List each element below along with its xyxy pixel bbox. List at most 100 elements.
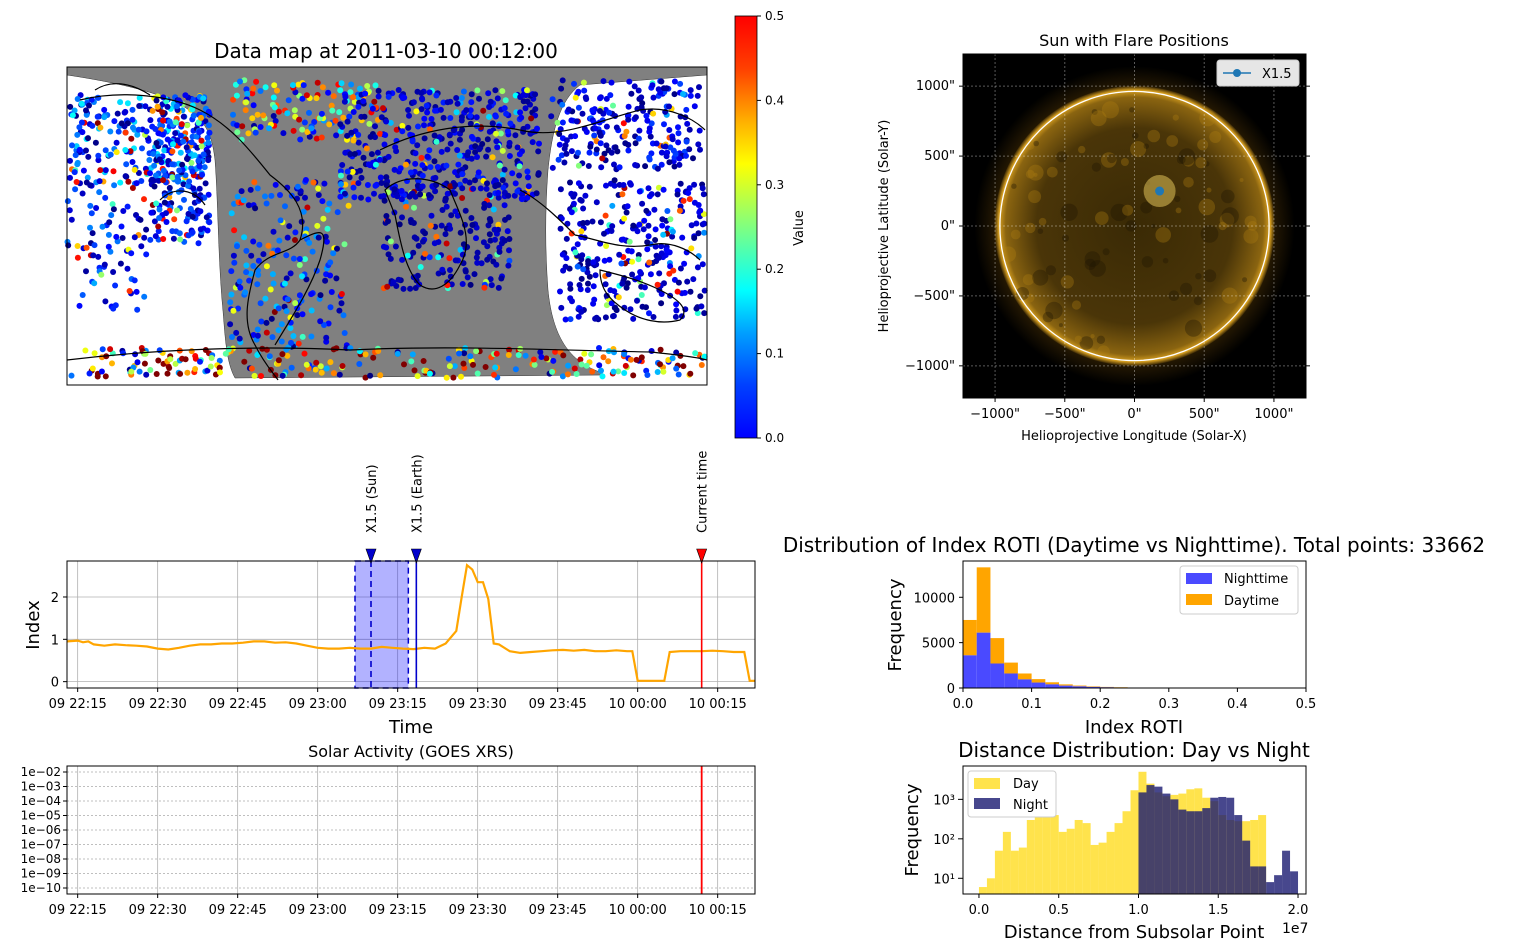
map-data-point bbox=[658, 78, 665, 85]
map-data-point bbox=[580, 220, 587, 226]
sun-surface-patch bbox=[1079, 336, 1094, 350]
map-data-point bbox=[608, 79, 615, 86]
map-data-point bbox=[147, 236, 154, 243]
map-data-point bbox=[610, 368, 617, 375]
map-data-point bbox=[342, 149, 349, 156]
map-data-point bbox=[464, 274, 471, 281]
map-data-point bbox=[284, 234, 291, 241]
map-data-point bbox=[249, 115, 256, 122]
map-data-point bbox=[197, 226, 204, 233]
map-data-point bbox=[184, 369, 191, 376]
map-data-point bbox=[178, 121, 185, 128]
map-data-point bbox=[602, 281, 609, 288]
map-data-point bbox=[338, 291, 345, 297]
map-data-point bbox=[95, 253, 102, 260]
map-data-point bbox=[299, 333, 306, 340]
index-y-tick-label: 1 bbox=[51, 633, 59, 648]
map-data-point bbox=[442, 197, 449, 204]
distance-hist-legend: Day Night bbox=[967, 770, 1057, 818]
map-data-point bbox=[347, 89, 354, 96]
map-data-point bbox=[254, 326, 261, 333]
map-data-point bbox=[286, 223, 293, 230]
map-data-point bbox=[478, 260, 485, 267]
map-data-point bbox=[499, 88, 506, 95]
map-data-point bbox=[250, 238, 257, 245]
map-data-point bbox=[205, 157, 212, 164]
distance-bar-night bbox=[1218, 796, 1227, 894]
roti-legend-swatch-day bbox=[1186, 594, 1212, 605]
map-data-point bbox=[271, 82, 278, 89]
map-data-point bbox=[411, 204, 417, 211]
map-data-point bbox=[690, 276, 697, 283]
map-data-point bbox=[372, 182, 379, 189]
map-data-point bbox=[443, 240, 450, 247]
map-data-point bbox=[701, 220, 708, 227]
map-data-point bbox=[143, 128, 150, 135]
map-data-point bbox=[415, 123, 421, 130]
map-data-point bbox=[680, 363, 687, 370]
map-data-point bbox=[654, 281, 661, 288]
map-data-point bbox=[377, 156, 383, 163]
map-data-point bbox=[492, 87, 499, 94]
map-data-point bbox=[322, 233, 329, 240]
map-data-point bbox=[658, 291, 665, 297]
roti-x-tick-label: 0.3 bbox=[1158, 697, 1179, 712]
map-data-point bbox=[355, 131, 362, 138]
map-data-point bbox=[431, 132, 438, 139]
roti-y-tick-label: 5000 bbox=[922, 637, 955, 652]
distance-bar-night bbox=[1138, 792, 1147, 894]
map-data-point bbox=[629, 258, 636, 265]
map-data-point bbox=[431, 158, 438, 165]
map-data-point bbox=[258, 318, 265, 325]
map-data-point bbox=[172, 119, 179, 126]
distance-bar-night bbox=[1146, 785, 1155, 894]
map-data-point bbox=[362, 90, 369, 97]
map-data-point bbox=[602, 314, 609, 321]
map-data-point bbox=[426, 254, 433, 261]
map-data-point bbox=[452, 181, 459, 188]
map-data-point bbox=[576, 282, 583, 288]
map-data-point bbox=[674, 191, 681, 198]
map-data-point bbox=[378, 180, 385, 186]
map-data-point bbox=[575, 180, 582, 187]
map-data-point bbox=[148, 209, 155, 216]
map-data-point bbox=[677, 180, 684, 187]
map-data-point bbox=[255, 257, 262, 264]
map-data-point bbox=[358, 194, 364, 201]
map-data-point bbox=[337, 87, 344, 94]
map-data-point bbox=[367, 133, 374, 140]
distance-bar-day bbox=[1090, 844, 1099, 894]
map-data-point bbox=[666, 159, 673, 166]
roti-bar-daytime bbox=[1086, 686, 1101, 687]
map-data-point bbox=[635, 252, 642, 258]
map-data-point bbox=[197, 208, 204, 215]
map-data-point bbox=[333, 345, 340, 352]
index-y-tick-label: 0 bbox=[51, 676, 59, 691]
sun-surface-patch bbox=[1090, 110, 1107, 127]
map-data-point bbox=[270, 113, 277, 119]
map-data-point bbox=[123, 161, 130, 168]
map-data-point bbox=[447, 140, 454, 147]
map-data-point bbox=[684, 278, 691, 285]
map-data-point bbox=[109, 201, 116, 208]
roti-legend-label-night: Nighttime bbox=[1224, 572, 1288, 587]
distance-bar-night bbox=[1210, 797, 1219, 894]
map-data-point bbox=[315, 192, 322, 198]
map-data-point bbox=[427, 222, 434, 229]
map-data-point bbox=[406, 112, 412, 119]
map-data-point bbox=[529, 139, 536, 146]
map-data-point bbox=[184, 156, 191, 163]
map-data-point bbox=[155, 130, 162, 137]
roti-bar-nighttime bbox=[963, 655, 977, 688]
map-data-point bbox=[487, 237, 494, 244]
map-data-point bbox=[584, 269, 591, 276]
colorbar-tick-label: 0.3 bbox=[765, 178, 784, 192]
map-data-point bbox=[582, 192, 589, 199]
map-data-point bbox=[462, 177, 469, 184]
map-data-point bbox=[336, 109, 343, 116]
sun-surface-patch bbox=[1089, 260, 1106, 277]
map-data-point bbox=[673, 365, 680, 372]
map-data-point bbox=[107, 248, 114, 255]
map-data-point bbox=[618, 260, 625, 267]
map-data-point bbox=[493, 350, 500, 357]
